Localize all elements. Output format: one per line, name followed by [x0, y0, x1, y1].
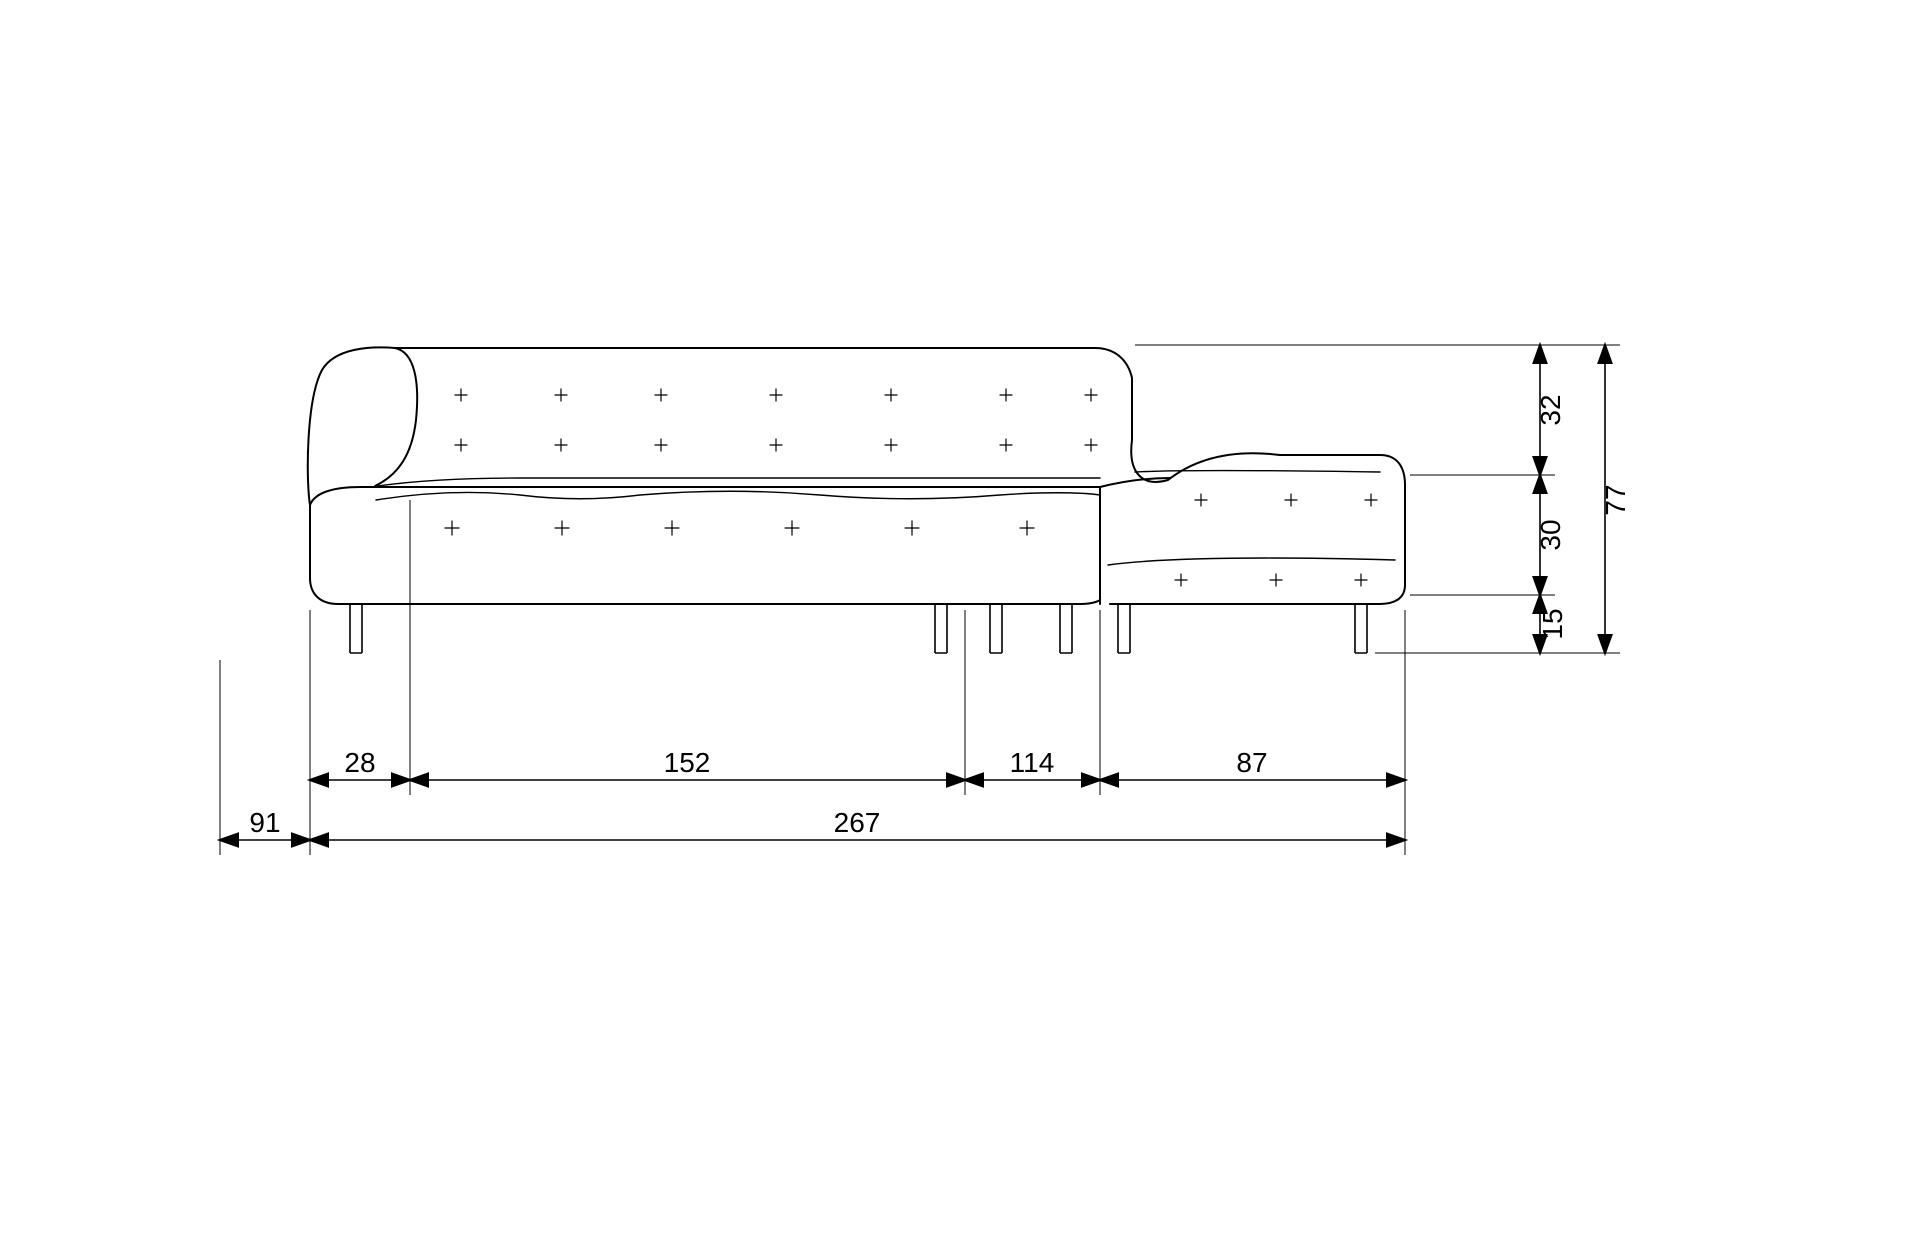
dim-label-32: 32 — [1535, 394, 1566, 425]
backrest-outline — [308, 347, 1405, 604]
left-arm-inner — [375, 348, 417, 486]
tuft-row-chaise-back — [1195, 494, 1377, 506]
tuft-row-seat — [445, 521, 1034, 535]
dimension-lines — [220, 345, 1605, 840]
dimension-labels: 28 152 114 87 91 267 32 30 15 77 — [249, 394, 1631, 838]
dim-label-77: 77 — [1600, 484, 1631, 515]
dim-label-91: 91 — [249, 807, 280, 838]
sofa-outline — [308, 347, 1405, 604]
sofa-legs — [350, 604, 1367, 653]
dim-label-114: 114 — [1010, 747, 1055, 778]
tuft-row-back-lower — [455, 439, 1097, 451]
seat-scallop — [376, 491, 1100, 500]
tuft-row-chaise-seat — [1175, 574, 1367, 586]
seat-base-outline — [310, 487, 1100, 604]
dim-label-87: 87 — [1236, 747, 1267, 778]
dim-label-28: 28 — [344, 747, 375, 778]
chaise-back-lower — [1135, 471, 1380, 473]
sofa-technical-drawing: 28 152 114 87 91 267 32 30 15 77 — [0, 0, 1920, 1252]
extension-lines — [220, 345, 1620, 855]
tuft-row-back-upper — [455, 389, 1097, 401]
backrest-lower-edge — [378, 478, 1100, 486]
dim-label-30: 30 — [1535, 519, 1566, 550]
chaise-seat-scallop — [1108, 558, 1395, 565]
dim-label-267: 267 — [834, 807, 881, 838]
dim-label-15: 15 — [1537, 608, 1568, 639]
dim-label-152: 152 — [664, 747, 711, 778]
